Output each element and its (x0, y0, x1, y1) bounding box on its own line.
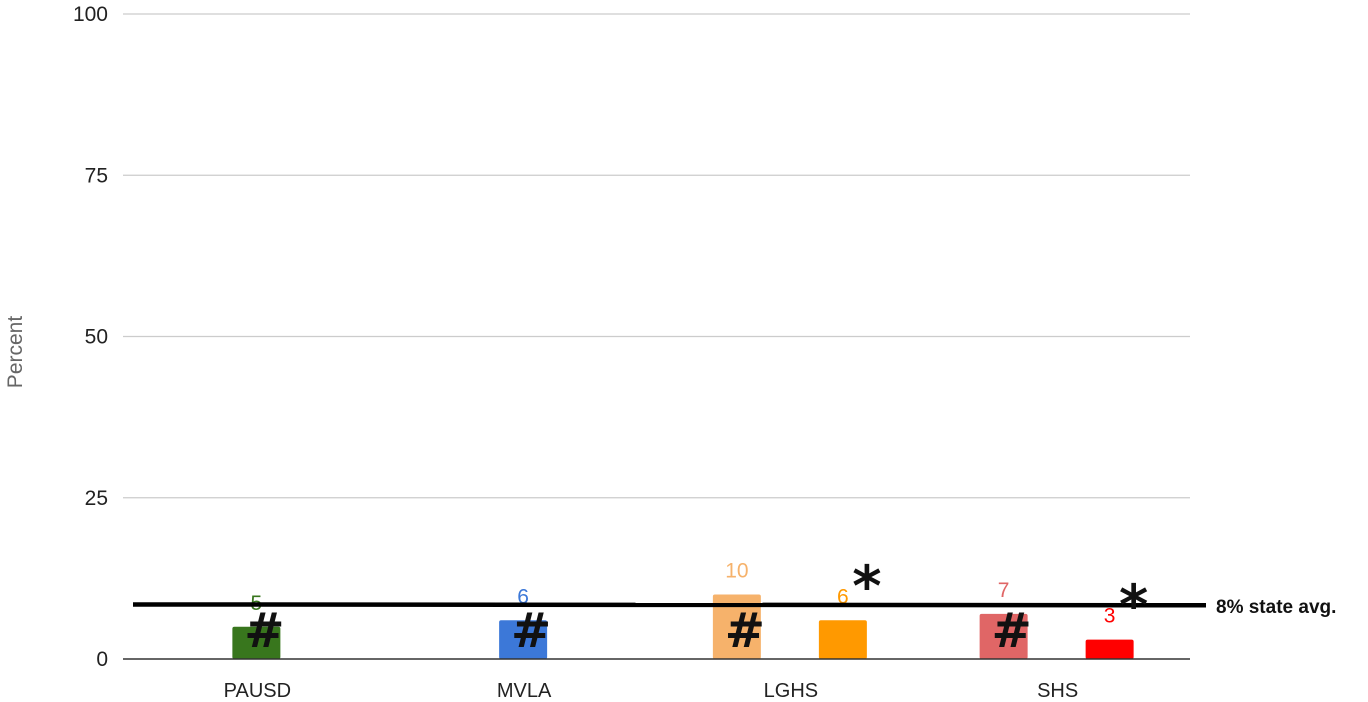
x-axis-categories: PAUSD MVLA LGHS SHS (224, 680, 1079, 702)
x-tick-label: PAUSD (224, 680, 291, 702)
bar (499, 620, 548, 659)
state-average-label: 8% state avg. (1216, 597, 1336, 618)
x-tick-label: MVLA (497, 680, 552, 702)
y-axis-label: Percent (4, 316, 27, 389)
data-label: 7 (998, 579, 1010, 602)
significance-markers: # # # * # * (244, 554, 1148, 659)
asterisk-marker: * (852, 554, 881, 619)
bar (818, 620, 867, 659)
asterisk-marker: * (1119, 574, 1148, 639)
data-label: 6 (517, 585, 529, 608)
state-average-line (132, 602, 1207, 608)
y-tick-label: 0 (96, 648, 108, 671)
bar (979, 613, 1028, 659)
y-tick-label: 100 (73, 3, 108, 26)
data-label: 3 (1104, 605, 1116, 628)
hash-marker: # (244, 603, 284, 659)
data-label: 10 (725, 560, 748, 583)
y-tick-label: 50 (85, 326, 108, 349)
bar (712, 594, 761, 659)
hash-marker: # (725, 603, 765, 659)
bar (1085, 639, 1134, 659)
data-label: 6 (837, 585, 849, 608)
gridlines (123, 13, 1190, 499)
bar (232, 626, 281, 659)
x-tick-label: SHS (1037, 680, 1078, 702)
hash-marker: # (992, 603, 1032, 659)
y-tick-label: 25 (85, 487, 108, 510)
x-tick-label: LGHS (764, 680, 818, 702)
bars (232, 594, 1134, 659)
y-axis-ticks: 0 25 50 75 100 (73, 3, 108, 671)
hash-marker: # (511, 603, 551, 659)
state-average-rule (132, 602, 1207, 608)
y-tick-label: 75 (85, 164, 108, 187)
